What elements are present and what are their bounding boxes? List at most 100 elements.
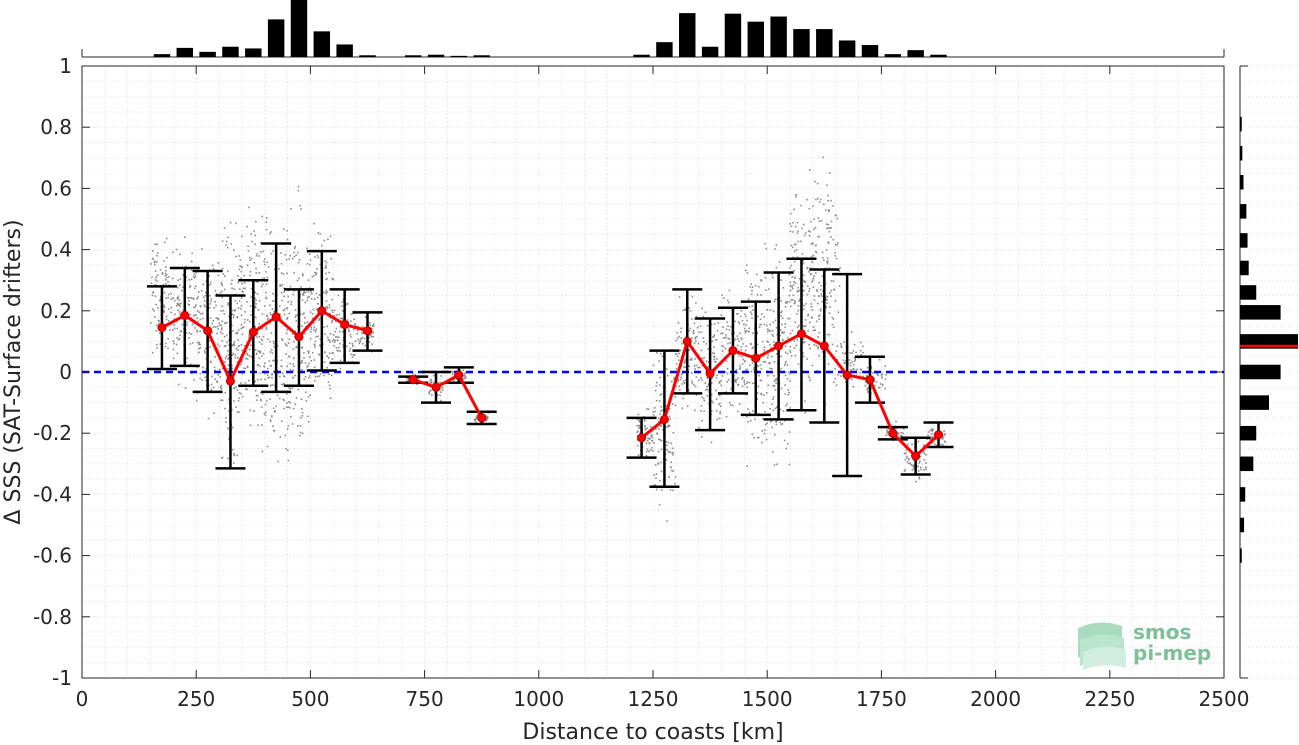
scatter-point <box>361 332 363 334</box>
scatter-point <box>834 300 837 302</box>
top-histogram-bar <box>930 54 947 57</box>
scatter-point <box>351 342 354 345</box>
scatter-point <box>188 299 190 302</box>
scatter-point <box>787 371 790 373</box>
scatter-point <box>313 343 316 346</box>
scatter-point <box>746 368 748 371</box>
scatter-point <box>774 319 777 322</box>
scatter-point <box>254 389 257 392</box>
scatter-point <box>815 251 818 254</box>
scatter-point <box>231 448 234 451</box>
scatter-point <box>876 373 879 376</box>
scatter-point <box>930 433 933 435</box>
scatter-point <box>867 390 869 392</box>
scatter-point <box>484 413 487 416</box>
scatter-point <box>757 364 759 367</box>
scatter-point <box>689 327 692 330</box>
scatter-point <box>156 254 158 257</box>
scatter-point <box>673 378 675 381</box>
scatter-point <box>784 351 787 354</box>
scatter-point <box>202 366 204 369</box>
scatter-point <box>270 365 273 367</box>
logo-wave-icon <box>1078 622 1126 670</box>
scatter-point <box>783 439 786 442</box>
scatter-point <box>280 292 283 294</box>
scatter-point <box>793 243 796 246</box>
scatter-point <box>668 476 670 478</box>
top-histogram-bar <box>861 45 879 57</box>
scatter-point <box>752 382 754 385</box>
scatter-point <box>238 411 240 414</box>
scatter-point <box>328 384 331 387</box>
scatter-point <box>246 264 249 267</box>
scatter-point <box>191 342 194 344</box>
scatter-point <box>325 266 327 269</box>
scatter-point <box>834 252 836 254</box>
scatter-point <box>760 441 763 444</box>
scatter-point <box>339 326 342 328</box>
scatter-point <box>756 331 759 334</box>
scatter-point <box>293 289 296 292</box>
scatter-point <box>806 267 808 270</box>
scatter-point <box>700 410 702 412</box>
scatter-point <box>153 261 156 264</box>
scatter-point <box>789 230 792 233</box>
scatter-point <box>316 254 319 257</box>
scatter-point <box>866 382 869 385</box>
scatter-point <box>215 304 217 307</box>
scatter-point <box>165 297 167 299</box>
scatter-point <box>189 313 192 316</box>
scatter-point <box>258 272 260 274</box>
scatter-point <box>165 342 167 345</box>
scatter-point <box>264 411 267 414</box>
scatter-point <box>323 361 326 363</box>
scatter-point <box>178 303 181 306</box>
scatter-point <box>151 352 154 354</box>
scatter-point <box>789 351 792 354</box>
scatter-point <box>693 322 696 325</box>
scatter-point <box>740 345 743 348</box>
top-histogram-bar <box>770 16 787 58</box>
mean-point <box>751 353 761 363</box>
scatter-point <box>225 240 228 243</box>
scatter-point <box>198 291 200 293</box>
scatter-point <box>797 290 799 292</box>
scatter-point <box>304 291 307 294</box>
scatter-point <box>787 389 789 391</box>
scatter-point <box>852 350 855 352</box>
scatter-point <box>668 424 670 426</box>
scatter-point <box>188 332 191 334</box>
scatter-point <box>660 461 662 464</box>
scatter-point <box>661 409 663 412</box>
scatter-point <box>282 398 284 401</box>
scatter-point <box>430 381 432 384</box>
scatter-point <box>737 321 740 323</box>
scatter-point <box>646 408 648 410</box>
scatter-point <box>237 275 239 277</box>
scatter-point <box>254 348 257 351</box>
scatter-point <box>463 377 466 380</box>
scatter-point <box>241 235 243 238</box>
scatter-point <box>669 425 671 427</box>
scatter-point <box>235 406 237 408</box>
scatter-point <box>153 316 156 318</box>
scatter-point <box>682 380 685 383</box>
scatter-point <box>155 303 157 306</box>
scatter-point <box>658 360 660 362</box>
scatter-point <box>219 376 222 378</box>
scatter-point <box>826 184 828 186</box>
scatter-point <box>310 326 313 328</box>
scatter-point <box>234 356 237 359</box>
scatter-point <box>285 332 288 335</box>
scatter-point <box>353 328 355 331</box>
scatter-point <box>653 442 655 444</box>
scatter-point <box>782 339 784 341</box>
scatter-point <box>684 358 687 361</box>
scatter-point <box>235 385 237 388</box>
scatter-point <box>854 358 857 361</box>
scatter-point <box>362 332 364 335</box>
scatter-point <box>910 463 913 466</box>
scatter-point <box>679 349 682 352</box>
scatter-point <box>164 241 166 243</box>
scatter-point <box>802 352 804 354</box>
